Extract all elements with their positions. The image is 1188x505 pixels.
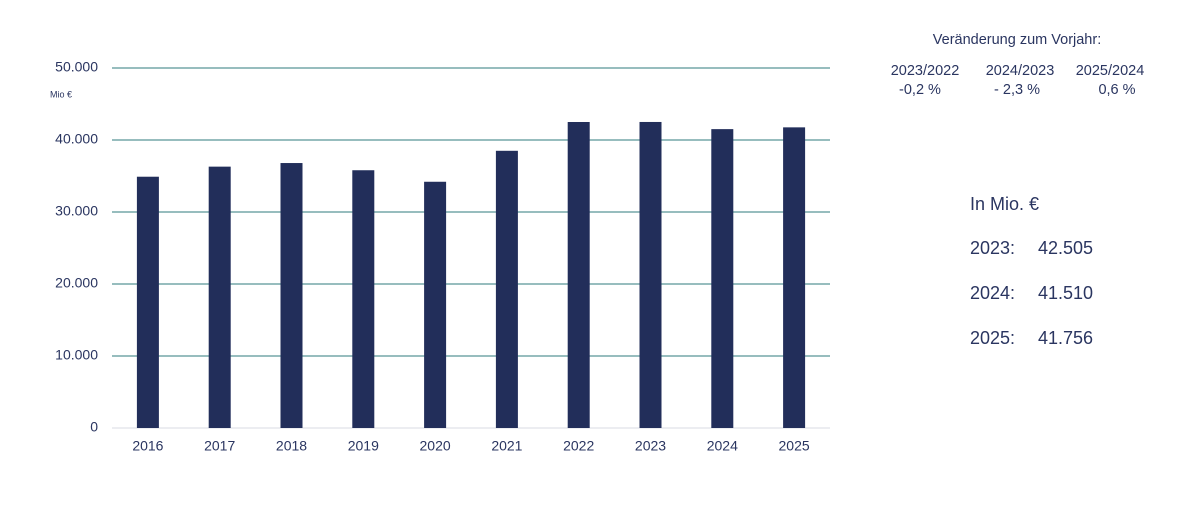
x-tick-label: 2020: [420, 438, 451, 454]
totals-value: 41.756: [1038, 328, 1093, 348]
x-tick-label: 2019: [348, 438, 379, 454]
y-tick-label: 20.000: [55, 275, 98, 291]
bar: [424, 181, 447, 428]
bar: [208, 166, 231, 428]
change-value: - 2,3 %: [994, 82, 1040, 98]
y-tick-label: 30.000: [55, 203, 98, 219]
totals-title: In Mio. €: [970, 194, 1039, 214]
x-tick-label: 2022: [563, 438, 594, 454]
change-value: -0,2 %: [899, 82, 941, 98]
change-period: 2024/2023: [986, 63, 1055, 79]
x-tick-label: 2017: [204, 438, 235, 454]
change-value: 0,6 %: [1098, 82, 1135, 98]
bar: [639, 121, 662, 429]
change-title: Veränderung zum Vorjahr:: [933, 32, 1101, 48]
y-tick-label: 40.000: [55, 131, 98, 147]
totals-year: 2025:: [970, 328, 1015, 348]
bar: [783, 127, 806, 428]
bar: [136, 176, 159, 428]
totals-value: 41.510: [1038, 283, 1093, 303]
bar: [495, 150, 518, 429]
totals-year: 2024:: [970, 283, 1015, 303]
x-tick-label: 2018: [276, 438, 307, 454]
change-period: 2025/2024: [1076, 63, 1145, 79]
x-tick-label: 2021: [491, 438, 522, 454]
change-period: 2023/2022: [891, 63, 960, 79]
x-tick-label: 2016: [132, 438, 163, 454]
x-tick-label: 2024: [707, 438, 738, 454]
y-tick-label: 10.000: [55, 347, 98, 363]
bar: [711, 129, 734, 429]
y-unit: Mio €: [50, 89, 72, 99]
y-tick-label: 50.000: [55, 59, 98, 75]
x-tick-label: 2023: [635, 438, 666, 454]
totals-year: 2023:: [970, 238, 1015, 258]
x-tick-label: 2025: [779, 438, 810, 454]
bar: [352, 170, 375, 429]
bar: [280, 163, 303, 429]
totals-value: 42.505: [1038, 238, 1093, 258]
bar: [567, 122, 590, 428]
y-tick-label: 0: [90, 419, 98, 435]
